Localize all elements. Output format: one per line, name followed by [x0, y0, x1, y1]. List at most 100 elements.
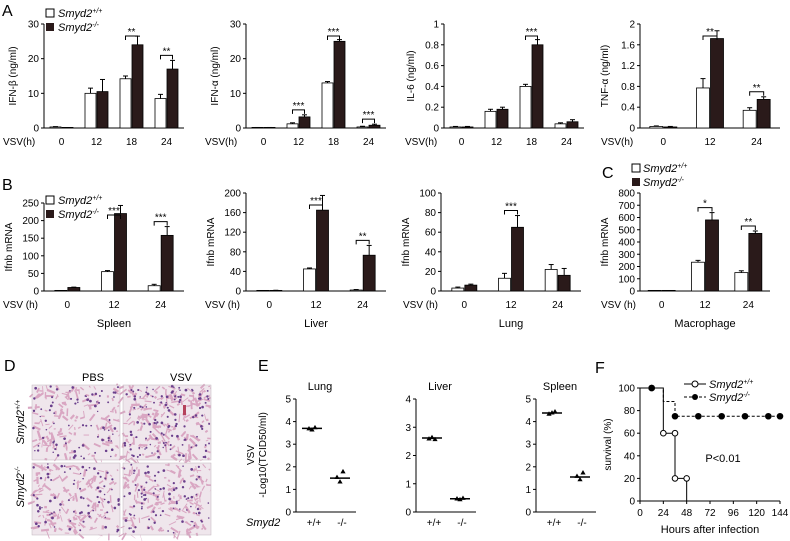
y-tick-label: 80	[230, 247, 242, 258]
survival-marker-wt	[671, 475, 679, 482]
tissue-strand	[123, 509, 127, 516]
cell-nucleus	[69, 397, 73, 400]
cell-nucleus	[152, 388, 154, 391]
tissue-strand	[45, 509, 50, 512]
panel-letter-b: B	[2, 177, 13, 194]
tissue-strand	[57, 410, 63, 420]
cell-nucleus	[82, 520, 85, 523]
cell-nucleus	[135, 436, 137, 439]
tissue-strand	[111, 406, 116, 412]
y-tick-label: 4	[525, 417, 531, 428]
y-tick-label: 800	[618, 189, 635, 200]
y-tick-label: 0.4	[621, 103, 635, 114]
y-tick-label: 2	[629, 20, 635, 31]
cell-nucleus	[49, 404, 53, 408]
cell-nucleus	[162, 433, 165, 436]
tissue-strand	[185, 419, 189, 423]
tissue-strand	[164, 428, 169, 437]
tissue-strand	[100, 417, 108, 421]
x-tick-label: 48	[681, 508, 693, 519]
cell-nucleus	[44, 520, 47, 524]
cell-nucleus	[147, 413, 150, 416]
group-label: +/+	[427, 518, 442, 529]
significance-label: ***	[108, 206, 120, 217]
tissue-strand	[190, 482, 196, 490]
cell-nucleus	[173, 398, 176, 401]
significance-bracket	[107, 214, 121, 219]
y-tick-label: 200	[22, 216, 39, 227]
legend-wt-a: Smyd2+/+	[58, 8, 102, 20]
cell-nucleus	[143, 422, 146, 425]
chart-caption: Lung	[499, 318, 523, 330]
bar-chart-4: 0 50 100 150 200 250 Ifnb mRNA VSV (h) 0 12 *** 24 *…	[3, 199, 184, 330]
panel-letter-e: E	[258, 358, 269, 375]
tissue-strand	[195, 465, 199, 473]
tissue-strand	[182, 503, 188, 511]
chart-caption: Macrophage	[674, 318, 735, 330]
cell-nucleus	[104, 449, 108, 453]
cell-nucleus	[128, 413, 131, 416]
bar-ko	[748, 233, 763, 292]
tissue-strand	[31, 439, 38, 443]
tissue-strand	[74, 419, 77, 422]
tissue-strand	[69, 521, 77, 526]
tissue-strand	[87, 482, 93, 489]
tissue-strand	[64, 532, 70, 534]
tissue-strand	[121, 532, 127, 541]
tissue-strand	[42, 386, 44, 394]
category-label: 0	[459, 137, 465, 148]
y-tick-label: 0	[629, 497, 635, 508]
y-tick-label: 3	[405, 423, 411, 434]
bar-chart-1: 0 10 20 30 IFN-α (ng/ml) VSV(h) 0 12 *** 18 *** 24 *…	[205, 20, 386, 148]
tissue-strand	[106, 395, 109, 398]
data-point	[429, 434, 435, 440]
x-axis-label: VSV (h)	[3, 300, 38, 311]
tissue-strand	[131, 403, 140, 407]
cell-nucleus	[96, 401, 98, 403]
category-label: 24	[363, 137, 375, 148]
tissue-strand	[163, 405, 167, 409]
tissue-strand	[130, 534, 136, 539]
y-tick-label: 10	[230, 89, 242, 100]
tissue-strand	[133, 494, 136, 501]
cell-nucleus	[134, 526, 137, 529]
tissue-strand	[178, 413, 181, 423]
tissue-strand	[168, 498, 172, 505]
tissue-strand	[135, 398, 137, 407]
tissue-strand	[121, 432, 126, 437]
cell-nucleus	[116, 530, 119, 533]
tissue-strand	[130, 457, 138, 464]
tissue-strand	[60, 500, 64, 504]
tissue-strand	[168, 410, 175, 416]
tissue-strand	[191, 453, 199, 461]
y-tick-label: 0	[33, 287, 39, 298]
tissue-strand	[138, 517, 141, 523]
tissue-strand	[65, 391, 72, 394]
tissue-strand	[170, 455, 178, 461]
tissue-strand	[137, 469, 140, 477]
tissue-strand	[126, 485, 130, 489]
tissue-strand	[77, 514, 86, 517]
tissue-strand	[203, 389, 207, 393]
cell-nucleus	[85, 424, 88, 427]
tissue-strand	[164, 423, 167, 426]
category-label: 24	[743, 300, 755, 311]
data-point	[546, 411, 552, 416]
tissue-strand	[127, 395, 131, 398]
cell-nucleus	[79, 496, 83, 499]
data-point	[306, 425, 312, 431]
cell-nucleus	[34, 386, 38, 390]
tissue-strand	[30, 525, 39, 529]
tissue-strand	[123, 510, 126, 516]
tissue-strand	[168, 501, 173, 506]
cell-nucleus	[165, 395, 169, 399]
y-tick-label: 80	[425, 208, 437, 219]
tissue-strand	[85, 479, 91, 486]
bar-ko	[114, 213, 127, 292]
cell-nucleus	[88, 466, 91, 469]
tissue-strand	[72, 497, 75, 501]
tissue-strand	[203, 395, 208, 399]
cell-nucleus	[160, 432, 163, 435]
tissue-strand	[110, 505, 114, 509]
tissue-strand	[203, 398, 211, 402]
